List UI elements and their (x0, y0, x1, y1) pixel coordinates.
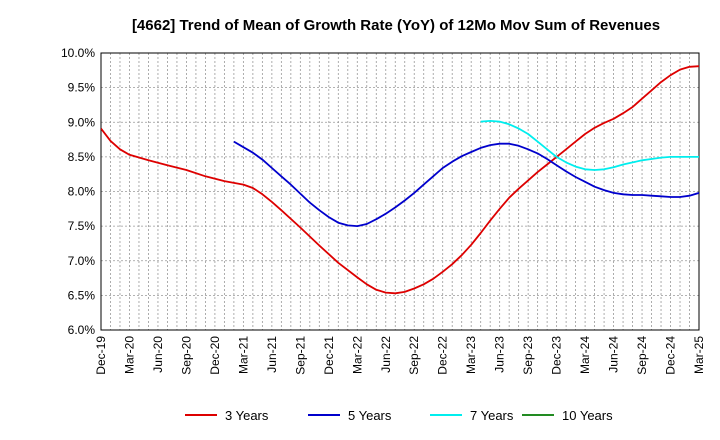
series-line-3-years (101, 65, 699, 295)
x-tick-label: Dec-22 (436, 336, 450, 375)
y-tick-label: 7.0% (68, 254, 96, 268)
legend-label-10-years: 10 Years (562, 408, 613, 423)
series-line-5-years (233, 140, 699, 227)
x-tick-label: Dec-23 (550, 336, 564, 375)
x-axis: Dec-19 Mar-20 Jun-20 Sep-20 Dec-20 Mar-21 Jun-… (94, 336, 706, 375)
x-tick-label: Sep-24 (635, 336, 649, 375)
x-tick-label: Dec-24 (664, 336, 678, 375)
y-tick-label: 8.0% (68, 185, 96, 199)
x-tick-label: Sep-20 (179, 336, 193, 375)
x-tick-label: Mar-25 (692, 336, 706, 374)
y-tick-label: 9.5% (68, 81, 96, 95)
y-tick-label: 8.5% (68, 150, 96, 164)
y-axis: 6.0% 6.5% 7.0% 7.5% 8.0% 8.5% 9.0% 9.5% 10.0% (61, 46, 95, 337)
x-tick-label: Mar-22 (350, 336, 364, 374)
plot-area (100, 52, 700, 331)
x-tick-label: Mar-23 (464, 336, 478, 374)
x-tick-label: Jun-24 (607, 336, 621, 373)
y-tick-label: 6.5% (68, 288, 96, 302)
legend: 3 Years 5 Years 7 Years 10 Years (185, 408, 613, 423)
chart-title: [4662] Trend of Mean of Growth Rate (YoY… (132, 17, 660, 34)
y-tick-label: 7.5% (68, 219, 96, 233)
x-tick-label: Jun-23 (493, 336, 507, 373)
x-tick-label: Mar-24 (578, 336, 592, 374)
legend-label-5-years: 5 Years (348, 408, 392, 423)
x-tick-label: Jun-22 (379, 336, 393, 373)
y-tick-label: 10.0% (61, 46, 95, 60)
legend-label-3-years: 3 Years (225, 408, 269, 423)
x-tick-label: Jun-20 (151, 336, 165, 373)
x-tick-label: Sep-23 (521, 336, 535, 375)
x-tick-label: Mar-20 (122, 336, 136, 374)
series-lines (101, 65, 699, 295)
x-tick-label: Dec-21 (322, 336, 336, 375)
x-tick-label: Sep-22 (407, 336, 421, 375)
x-tick-label: Dec-19 (94, 336, 108, 375)
y-tick-label: 9.0% (68, 115, 96, 129)
x-tick-label: Dec-20 (208, 336, 222, 375)
x-tick-label: Jun-21 (265, 336, 279, 373)
series-line-7-years (480, 120, 699, 171)
legend-label-7-years: 7 Years (470, 408, 514, 423)
y-tick-label: 6.0% (68, 323, 96, 337)
x-tick-label: Mar-21 (236, 336, 250, 374)
x-tick-label: Sep-21 (293, 336, 307, 375)
